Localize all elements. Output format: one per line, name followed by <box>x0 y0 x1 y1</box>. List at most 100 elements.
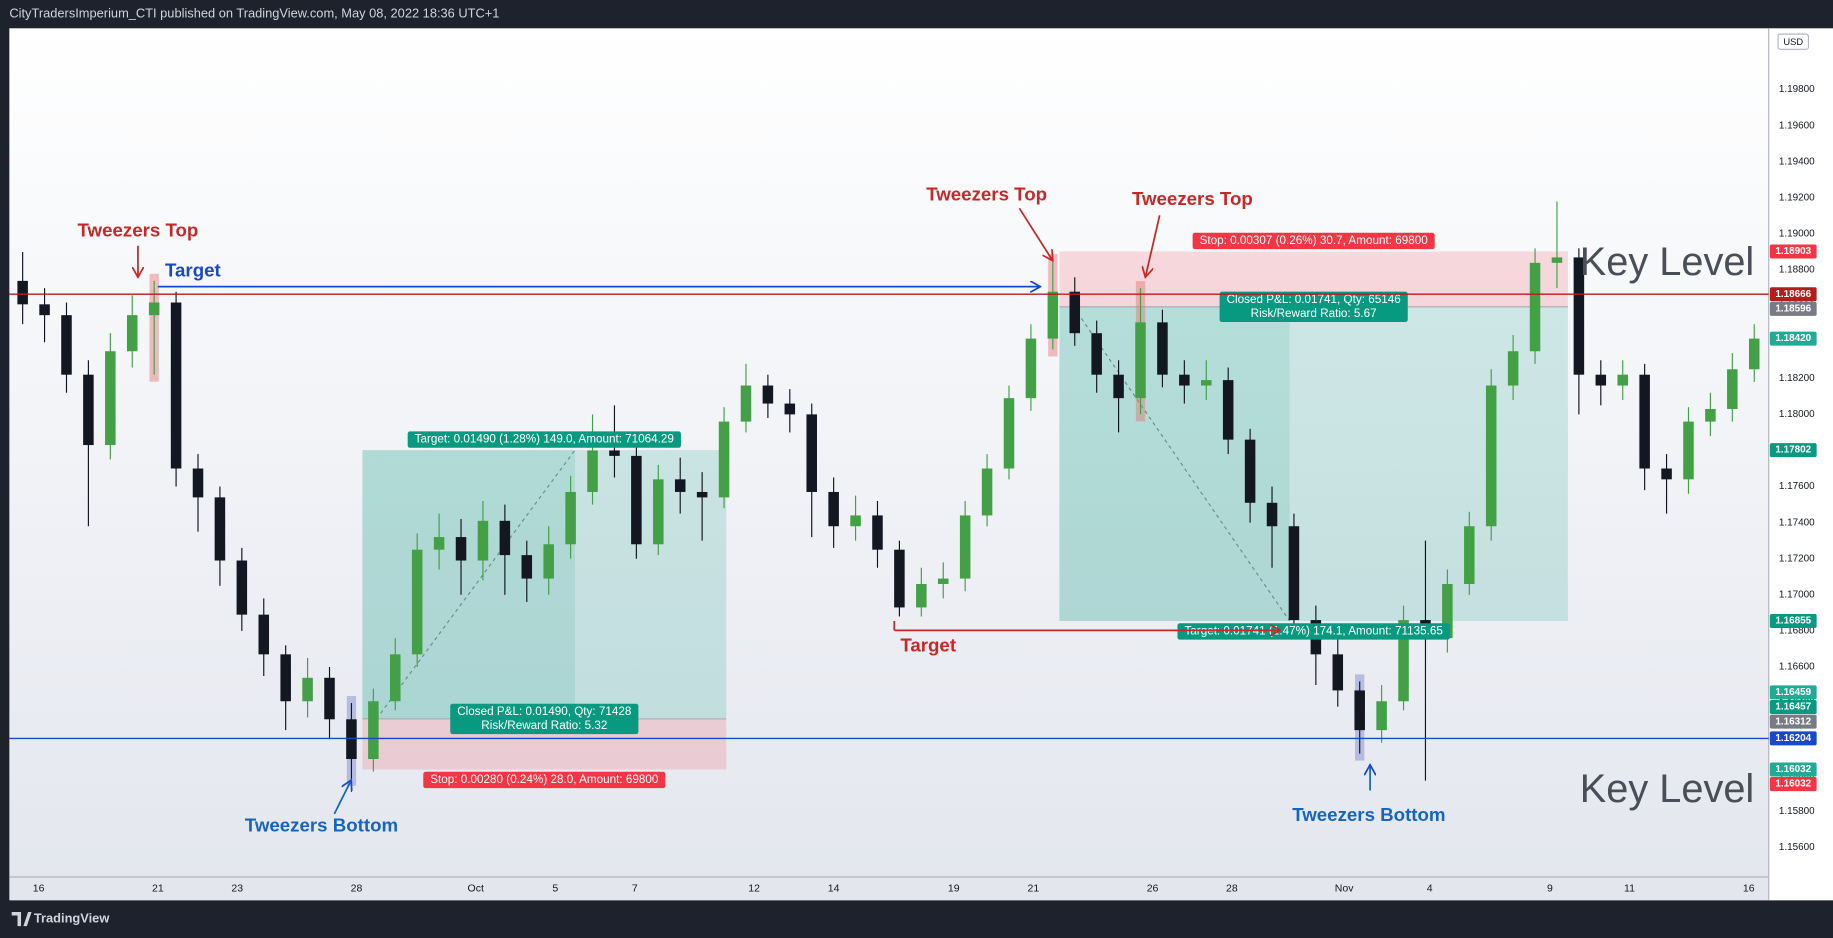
price-badge-text: 1.18903 <box>1775 246 1811 257</box>
price-badge-text: 1.18596 <box>1775 303 1811 314</box>
candle-body <box>1266 502 1278 527</box>
annotation: Tweezers Bottom <box>1292 804 1445 825</box>
y-tick-label: 1.18200 <box>1779 373 1815 384</box>
candle-body <box>696 491 708 498</box>
x-tick-label: 16 <box>1743 882 1755 894</box>
y-tick-label: 1.17000 <box>1779 589 1815 600</box>
trade-path <box>1072 306 1291 622</box>
y-tick-label: 1.16600 <box>1779 662 1815 673</box>
candle-body <box>565 491 576 545</box>
candle-body <box>521 555 533 579</box>
candle-body <box>390 654 401 702</box>
price-badge <box>1769 685 1817 700</box>
candle-body <box>1376 701 1387 731</box>
candle-body <box>1332 654 1344 691</box>
candle-body <box>828 491 839 527</box>
candle-body <box>1201 380 1212 386</box>
candle-body <box>916 583 927 608</box>
y-tick-label: 1.17200 <box>1779 553 1815 564</box>
candle-body <box>1551 257 1563 263</box>
currency-badge <box>1777 33 1810 50</box>
price-axis-background <box>1768 28 1833 901</box>
candle-body <box>1025 338 1037 399</box>
candle-body <box>1727 369 1738 409</box>
candle-body <box>1705 408 1716 422</box>
x-tick-label: 19 <box>948 882 960 894</box>
y-tick-label: 1.19000 <box>1779 229 1815 240</box>
y-tick-label: 1.19600 <box>1779 120 1815 131</box>
candle-body <box>1617 374 1628 386</box>
candle-body <box>126 315 138 352</box>
annotation: Target <box>165 259 221 280</box>
x-tick-label: 9 <box>1547 882 1553 894</box>
price-badge <box>1769 331 1817 346</box>
candle-body <box>543 544 554 579</box>
x-tick-label: 21 <box>152 882 164 894</box>
candle-body <box>368 701 379 759</box>
closed-label-box <box>1219 291 1408 323</box>
candle-body <box>1485 385 1497 527</box>
candle-body <box>1288 526 1300 621</box>
candle-body <box>762 385 774 404</box>
candle-body <box>784 403 796 415</box>
x-tick-label: 28 <box>1226 882 1238 894</box>
candle-body <box>937 578 949 584</box>
stop-label-text: Stop: 0.00280 (0.24%) 28.0, Amount: 6980… <box>430 773 659 786</box>
candle-body <box>1354 690 1365 731</box>
candle-body <box>1091 333 1102 375</box>
candle-body <box>280 654 291 702</box>
price-badge-text: 1.16855 <box>1775 616 1811 627</box>
y-tick-label: 1.18000 <box>1779 409 1815 420</box>
candle-body <box>105 351 116 446</box>
annotation: Tweezers Top <box>78 220 199 241</box>
candle-body <box>1507 351 1519 386</box>
candle-body <box>806 414 817 492</box>
target-label-text: Target: 0.01490 (1.28%) 149.0, Amount: 7… <box>415 433 674 446</box>
logo-mark <box>11 912 32 927</box>
candle-body <box>1661 468 1672 480</box>
x-tick-label: Oct <box>468 882 484 894</box>
candle-body <box>324 677 335 720</box>
candle-body <box>674 479 686 492</box>
candle-body <box>1047 291 1059 339</box>
price-badge <box>1769 731 1817 746</box>
candle-body <box>302 677 313 702</box>
candle-body <box>83 374 94 446</box>
y-tick-label: 1.19800 <box>1779 84 1815 95</box>
candle-body <box>1595 374 1607 386</box>
candle-body <box>433 537 445 550</box>
candle-body <box>587 450 598 492</box>
candle-body <box>1464 526 1475 584</box>
candle-body <box>1573 257 1585 375</box>
annotation-arrow <box>1146 215 1161 276</box>
candle-body <box>1069 291 1081 334</box>
price-badge <box>1769 443 1817 458</box>
candle-body <box>653 479 664 545</box>
y-tick-label: 1.15600 <box>1779 842 1815 853</box>
annotation: Tweezers Top <box>1132 188 1253 209</box>
candle-body <box>959 515 971 579</box>
candle-body <box>477 520 489 561</box>
candle-body <box>1639 374 1650 469</box>
candle-body <box>1529 262 1541 352</box>
price-badge-text: 1.18666 <box>1775 289 1811 300</box>
closed-label-text: Closed P&L: 0.01741, Qty: 65146 <box>1227 293 1401 306</box>
candle-body <box>192 468 204 498</box>
x-tick-label: 21 <box>1027 882 1039 894</box>
overlays: Target: 0.01490 (1.28%) 149.0, Amount: 7… <box>9 183 1769 836</box>
candle-body <box>346 719 357 759</box>
candle-body <box>17 280 28 305</box>
y-tick-label: 1.18800 <box>1779 265 1815 276</box>
candle-body <box>1157 322 1168 375</box>
price-badge <box>1769 287 1817 302</box>
candle-body <box>499 520 511 556</box>
price-badge <box>1769 613 1817 628</box>
plot-background <box>9 28 1769 901</box>
price-badge-text: 1.16032 <box>1775 764 1811 775</box>
price-badge-text: 1.18420 <box>1775 333 1811 344</box>
closed-label-text: Risk/Reward Ratio: 5.32 <box>481 719 607 732</box>
stop-label: Stop: 0.00307 (0.26%) 30.7, Amount: 6980… <box>1192 232 1435 250</box>
x-tick-label: 5 <box>552 882 558 894</box>
